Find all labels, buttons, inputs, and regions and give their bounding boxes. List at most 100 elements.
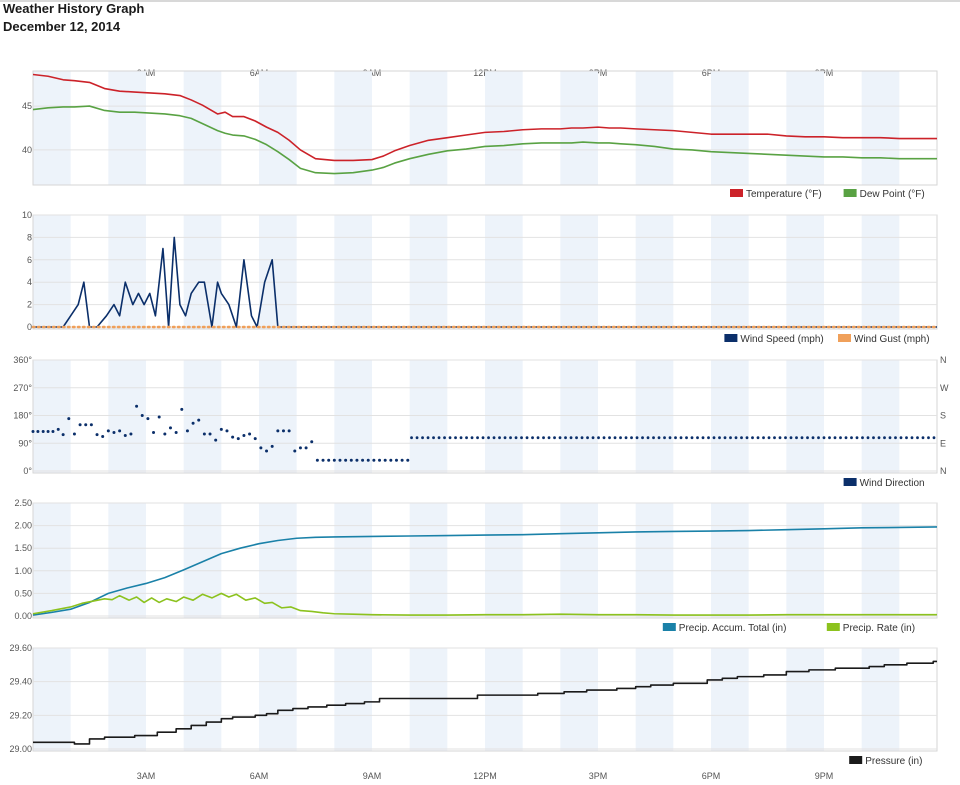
wind-direction-point (185, 429, 189, 433)
wind-direction-point (219, 427, 223, 431)
precip-time-band (635, 503, 674, 618)
direction-time-band (786, 360, 824, 473)
precip-ytick-label: 0.00 (14, 611, 32, 621)
temp-time-band (635, 71, 674, 185)
wind-direction-point (855, 436, 859, 440)
temp-time-band (861, 71, 900, 185)
wind-direction-point (784, 436, 787, 440)
wind-direction-point (635, 436, 639, 440)
wind-ytick-label: 10 (22, 210, 32, 220)
direction-legend-swatch (843, 478, 857, 486)
wind-direction-point (553, 436, 556, 440)
wind-direction-point (465, 436, 468, 440)
temp-time-band (259, 71, 297, 185)
precip-time-band (183, 503, 222, 618)
wind-time-band (334, 215, 372, 329)
time-label-bottom: 3PM (589, 771, 608, 781)
wind-direction-point (718, 436, 721, 440)
wind-direction-point (270, 444, 274, 448)
wind-direction-point (789, 436, 793, 440)
temp-time-band (409, 71, 448, 185)
time-label-bottom: 3AM (137, 771, 156, 781)
precip-legend-swatch (662, 623, 676, 631)
direction-compass-label: N (940, 355, 947, 365)
wind-direction-point (558, 436, 562, 440)
wind-direction-point (437, 436, 441, 440)
wind-time-band (711, 215, 749, 329)
precip-time-band (334, 503, 372, 618)
pressure-series-pressure (33, 660, 937, 745)
wind-direction-point (674, 436, 677, 440)
temp-time-band (183, 71, 222, 185)
time-label-bottom: 9AM (363, 771, 382, 781)
direction-time-band (334, 360, 372, 473)
wind-ytick-label: 6 (27, 255, 32, 265)
wind-direction-point (921, 436, 925, 440)
wind-direction-point (152, 430, 156, 434)
pressure-time-band (635, 648, 674, 751)
wind-direction-point (608, 436, 611, 440)
wind-direction-point (542, 436, 545, 440)
precip-ytick-label: 2.50 (14, 498, 32, 508)
page-date: December 12, 2014 (3, 19, 121, 34)
wind-direction-point (361, 458, 365, 462)
temp-time-band (711, 71, 749, 185)
time-label-bottom: 12PM (473, 771, 497, 781)
direction-time-band (861, 360, 900, 473)
wind-direction-point (56, 427, 60, 431)
wind-direction-point (866, 436, 870, 440)
wind-direction-point (525, 436, 529, 440)
temp-ytick-label: 40 (22, 145, 32, 155)
direction-time-band (33, 360, 71, 473)
wind-direction-point (531, 436, 534, 440)
wind-direction-point (707, 436, 710, 440)
direction-legend-label: Wind Direction (860, 478, 925, 489)
wind-direction-point (905, 436, 908, 440)
wind-direction-point (389, 458, 393, 462)
wind-direction-point (298, 446, 302, 450)
wind-direction-point (657, 436, 661, 440)
page-title: Weather History Graph (3, 1, 145, 16)
wind-direction-point (421, 436, 424, 440)
wind-direction-point (861, 436, 864, 440)
wind-direction-point (129, 432, 133, 436)
wind-direction-point (78, 423, 82, 427)
wind-direction-point (448, 436, 452, 440)
wind-direction-point (383, 458, 387, 462)
wind-time-band (33, 215, 71, 329)
wind-direction-point (503, 436, 507, 440)
direction-time-band (560, 360, 598, 473)
wind-direction-point (265, 449, 269, 453)
wind-legend-swatch (838, 334, 851, 342)
pressure-time-band (560, 648, 598, 751)
temp-time-band (33, 71, 71, 185)
wind-direction-point (828, 436, 831, 440)
pressure-ytick-label: 29.60 (9, 643, 32, 653)
precip-time-band (711, 503, 749, 618)
wind-direction-point (443, 436, 446, 440)
wind-direction-point (95, 433, 99, 437)
wind-direction-point (470, 436, 474, 440)
precip-ytick-label: 2.00 (14, 521, 32, 531)
wind-direction-point (729, 436, 732, 440)
wind-direction-point (602, 436, 606, 440)
wind-direction-point (751, 436, 754, 440)
pressure-ytick-label: 29.20 (9, 710, 32, 720)
wind-direction-point (487, 436, 490, 440)
wind-direction-point (701, 436, 705, 440)
wind-ytick-label: 2 (27, 300, 32, 310)
precip-legend-label: Precip. Rate (in) (843, 623, 915, 634)
wind-direction-point (663, 436, 666, 440)
wind-direction-point (696, 436, 699, 440)
wind-direction-point (310, 440, 314, 444)
wind-direction-point (586, 436, 589, 440)
wind-direction-point (630, 436, 633, 440)
wind-direction-point (844, 436, 848, 440)
wind-direction-point (191, 421, 195, 425)
precip-time-band (485, 503, 523, 618)
wind-direction-point (652, 436, 655, 440)
precip-ytick-label: 0.50 (14, 588, 32, 598)
wind-direction-point (293, 449, 297, 453)
wind-direction-point (394, 458, 398, 462)
wind-direction-point (168, 426, 172, 430)
